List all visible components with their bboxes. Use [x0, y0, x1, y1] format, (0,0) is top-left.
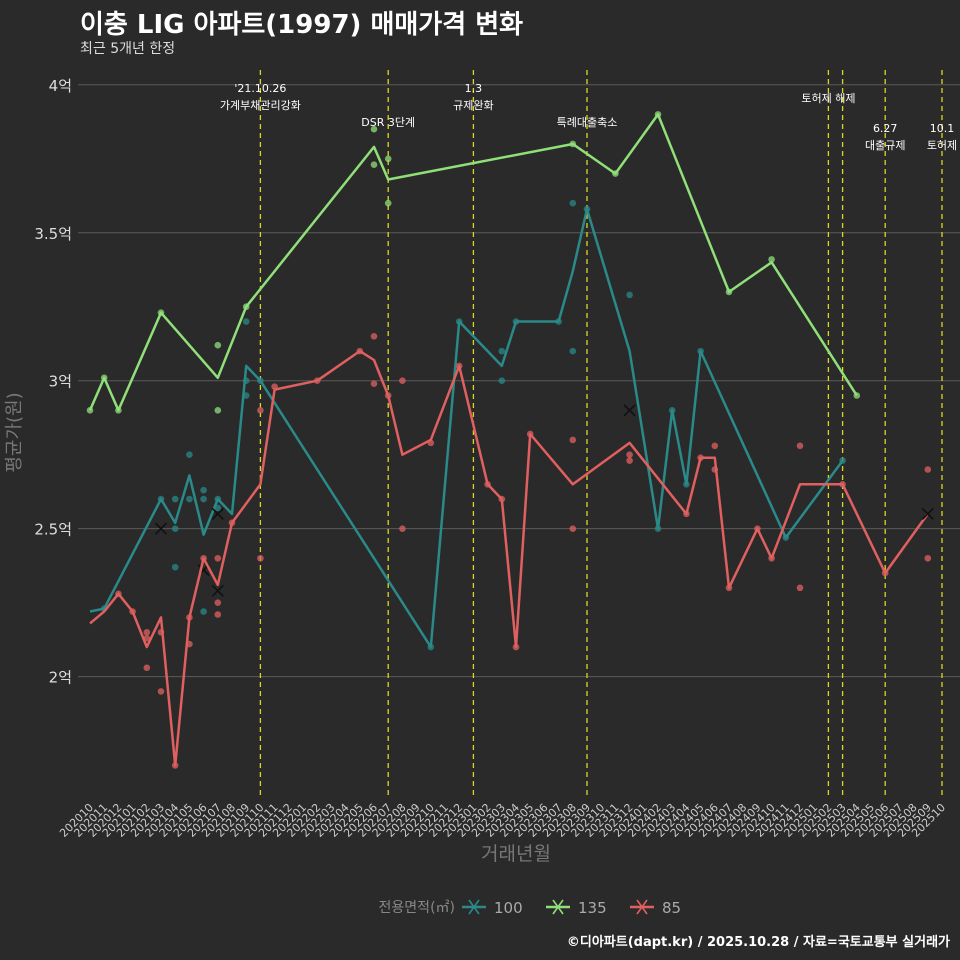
legend-key-marker	[468, 899, 480, 915]
event-label: 10.1	[930, 122, 955, 135]
data-point	[186, 495, 193, 503]
data-point	[242, 318, 250, 325]
footer-credit: ©디아파트(dapt.kr) / 2025.10.28 / 자료=국토교통부 실…	[566, 935, 950, 950]
legend-key-marker	[636, 899, 648, 915]
data-point	[214, 554, 222, 562]
data-point	[924, 554, 932, 562]
x-marker	[211, 584, 224, 597]
event-label: 토허제 해제	[801, 91, 855, 105]
data-point	[200, 495, 207, 503]
data-point	[569, 199, 577, 207]
series-85	[89, 333, 934, 769]
legend: 전용면적(㎡) 100 135 85	[379, 899, 682, 917]
series-line	[89, 349, 929, 767]
x-marker	[623, 404, 636, 417]
series-135	[86, 111, 861, 414]
grid-lines	[78, 84, 960, 678]
event-label: 토허제	[927, 139, 957, 152]
data-point	[626, 457, 633, 464]
data-point	[498, 377, 506, 385]
event-label: 대출규제	[865, 139, 905, 152]
x-axis: 2020102020112020122021012021022021032021…	[57, 801, 948, 865]
data-point	[214, 599, 222, 606]
data-point	[796, 584, 804, 592]
legend-label: 100	[494, 899, 523, 917]
series-line	[88, 113, 858, 412]
legend-label: 135	[578, 899, 607, 917]
data-point	[214, 341, 222, 349]
data-point	[257, 554, 264, 562]
data-point	[370, 333, 378, 340]
y-tick-label: 3.5억	[34, 225, 72, 243]
data-point	[370, 380, 378, 387]
data-point	[143, 664, 151, 672]
data-point	[384, 155, 392, 163]
data-point	[711, 442, 719, 450]
data-point	[924, 466, 932, 473]
data-point	[171, 495, 179, 503]
data-point	[214, 611, 222, 618]
data-point	[399, 377, 406, 385]
data-point	[200, 486, 207, 494]
series-100	[89, 199, 846, 651]
data-point	[370, 125, 378, 133]
data-point	[171, 563, 179, 571]
event-label: 6.27	[873, 122, 898, 135]
x-axis-title: 거래년월	[481, 843, 551, 865]
x-marker	[921, 507, 934, 520]
data-point	[569, 347, 577, 355]
data-point	[384, 199, 392, 207]
data-point	[796, 442, 804, 450]
chart-title: 이충 LIG 아파트(1997) 매매가격 변화	[80, 10, 524, 40]
event-label: '21.10.26	[234, 82, 286, 95]
data-point	[498, 347, 506, 355]
y-tick-label: 4억	[49, 77, 72, 95]
y-tick-label: 3억	[49, 373, 72, 391]
x-marker	[211, 507, 224, 520]
data-point	[626, 291, 633, 299]
data-point	[186, 451, 193, 458]
event-label: DSR 3단계	[361, 116, 415, 129]
event-label: 규제완화	[453, 99, 493, 112]
data-point	[768, 256, 775, 263]
event-label: 특례대출축소	[557, 116, 618, 129]
y-tick-label: 2억	[49, 669, 72, 687]
data-point	[257, 407, 264, 414]
legend-title: 전용면적(㎡)	[379, 900, 455, 916]
data-point	[214, 407, 222, 414]
event-label: 가계부채관리강화	[220, 99, 301, 112]
series-layer	[86, 111, 934, 769]
data-point	[399, 525, 406, 532]
data-point	[143, 628, 151, 636]
data-point	[157, 688, 165, 695]
y-tick-label: 2.5억	[34, 521, 72, 539]
chart-subtitle: 최근 5개년 한정	[80, 41, 176, 57]
data-point	[626, 451, 633, 458]
legend-label: 85	[662, 899, 681, 917]
event-label: 1.3	[465, 82, 483, 95]
x-marker	[154, 522, 168, 535]
legend-key-marker	[552, 899, 564, 915]
data-point	[370, 161, 378, 168]
data-point	[171, 525, 179, 532]
y-axis-title: 평균가(원)	[4, 392, 25, 472]
data-point	[569, 525, 577, 532]
series-line	[89, 207, 844, 649]
data-point	[569, 436, 577, 444]
data-point	[200, 608, 207, 615]
